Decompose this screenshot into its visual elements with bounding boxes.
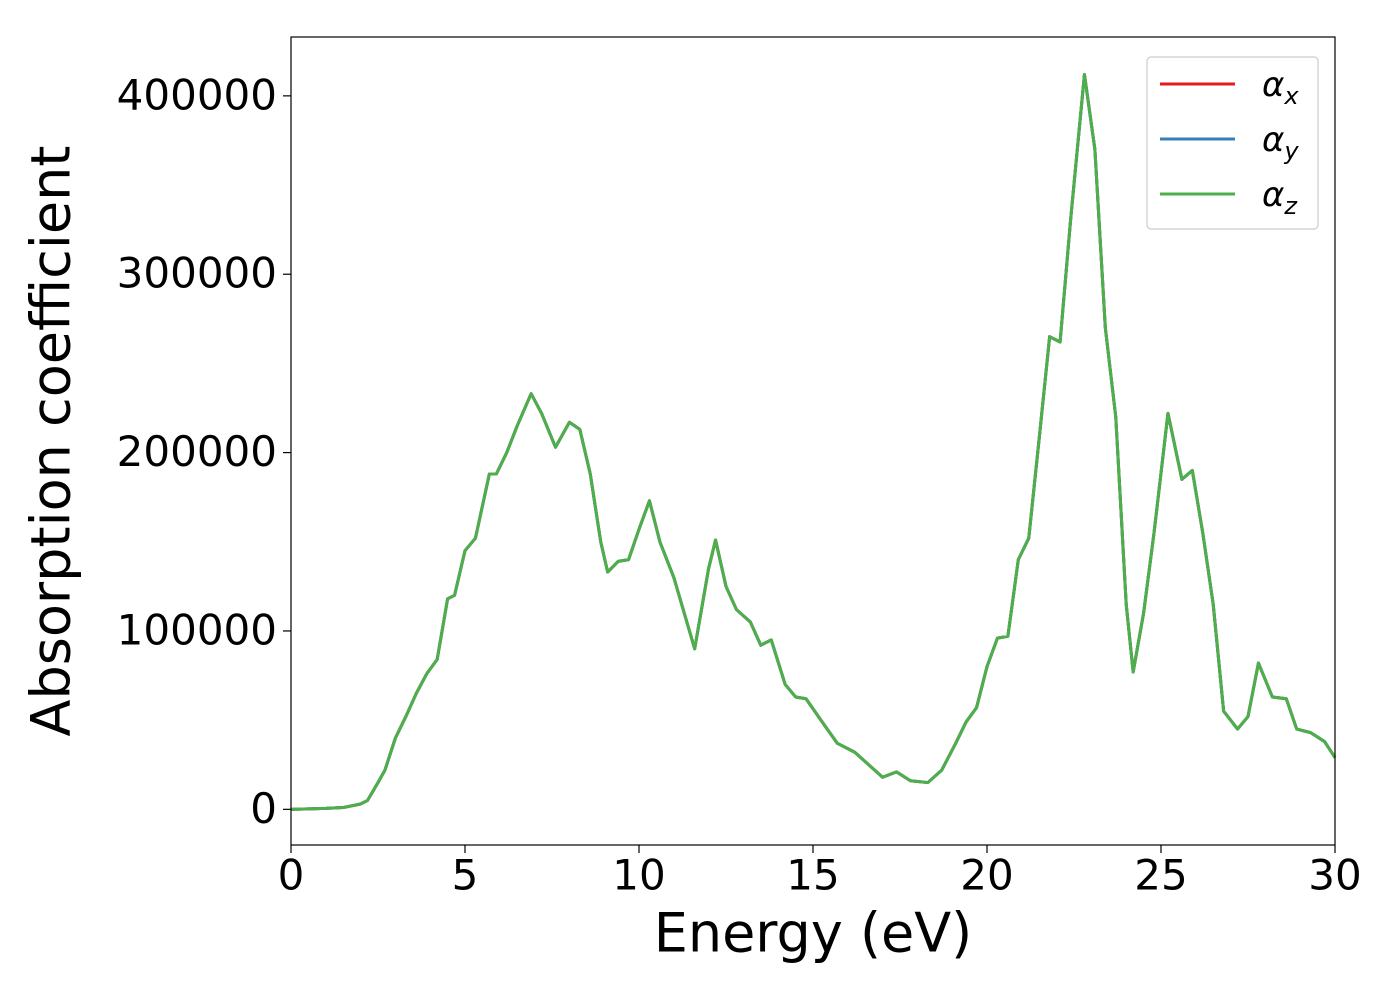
- legend-label: αy: [1262, 120, 1299, 165]
- x-tick-label: 30: [1308, 851, 1361, 900]
- legend-label: αz: [1262, 175, 1298, 220]
- y-tick-label: 200000: [117, 427, 277, 476]
- x-tick-label: 10: [612, 851, 665, 900]
- x-tick-label: 20: [960, 851, 1013, 900]
- x-tick-label: 0: [278, 851, 305, 900]
- x-axis-label: Energy (eV): [654, 902, 973, 965]
- y-tick-label: 300000: [117, 249, 277, 298]
- y-axis-label: Absorption coefficient: [20, 146, 83, 737]
- y-tick-label: 0: [250, 784, 277, 833]
- legend-label: αx: [1262, 65, 1299, 110]
- x-tick-label: 25: [1134, 851, 1187, 900]
- y-tick-label: 100000: [117, 605, 277, 654]
- legend-box: [1146, 56, 1319, 230]
- line-series: [290, 72, 1337, 811]
- y-tick-label: 400000: [117, 70, 277, 119]
- x-tick-label: 15: [786, 851, 839, 900]
- x-tick-label: 5: [452, 851, 479, 900]
